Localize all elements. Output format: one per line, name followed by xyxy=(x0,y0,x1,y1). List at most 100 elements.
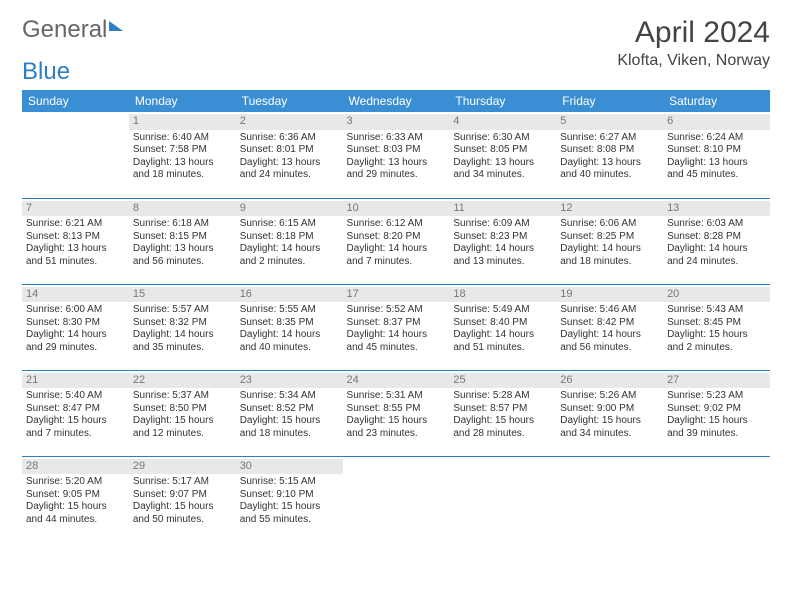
sunset-text: Sunset: 9:07 PM xyxy=(133,489,232,502)
sunrise-text: Sunrise: 6:15 AM xyxy=(240,218,339,231)
day-number: 19 xyxy=(556,287,663,303)
day-number: 23 xyxy=(236,373,343,389)
sunrise-text: Sunrise: 6:03 AM xyxy=(667,218,766,231)
daylight-text: Daylight: 13 hours and 45 minutes. xyxy=(667,157,766,182)
day-number: 17 xyxy=(343,287,450,303)
calendar-day-cell: 27Sunrise: 5:23 AMSunset: 9:02 PMDayligh… xyxy=(663,370,770,456)
sunset-text: Sunset: 8:23 PM xyxy=(453,231,552,244)
sunset-text: Sunset: 8:40 PM xyxy=(453,317,552,330)
sunrise-text: Sunrise: 6:09 AM xyxy=(453,218,552,231)
sunrise-text: Sunrise: 5:37 AM xyxy=(133,390,232,403)
calendar-day-cell xyxy=(22,112,129,198)
calendar-day-cell: 28Sunrise: 5:20 AMSunset: 9:05 PMDayligh… xyxy=(22,456,129,534)
day-number: 6 xyxy=(663,114,770,130)
sunset-text: Sunset: 8:13 PM xyxy=(26,231,125,244)
page-title: April 2024 xyxy=(617,16,770,50)
daylight-text: Daylight: 14 hours and 2 minutes. xyxy=(240,243,339,268)
sunrise-text: Sunrise: 5:40 AM xyxy=(26,390,125,403)
sunset-text: Sunset: 8:10 PM xyxy=(667,144,766,157)
logo-text-blue: Blue xyxy=(22,58,770,86)
sunset-text: Sunset: 8:52 PM xyxy=(240,403,339,416)
daylight-text: Daylight: 14 hours and 45 minutes. xyxy=(347,329,446,354)
calendar-day-cell: 22Sunrise: 5:37 AMSunset: 8:50 PMDayligh… xyxy=(129,370,236,456)
sunset-text: Sunset: 8:47 PM xyxy=(26,403,125,416)
calendar-page: General April 2024 Klofta, Viken, Norway… xyxy=(0,0,792,550)
day-number: 3 xyxy=(343,114,450,130)
weekday-header: Saturday xyxy=(663,90,770,112)
weekday-header: Tuesday xyxy=(236,90,343,112)
calendar-day-cell xyxy=(449,456,556,534)
sunset-text: Sunset: 8:30 PM xyxy=(26,317,125,330)
sunset-text: Sunset: 8:18 PM xyxy=(240,231,339,244)
calendar-week-row: 1Sunrise: 6:40 AMSunset: 7:58 PMDaylight… xyxy=(22,112,770,198)
sunrise-text: Sunrise: 6:30 AM xyxy=(453,132,552,145)
calendar-day-cell: 29Sunrise: 5:17 AMSunset: 9:07 PMDayligh… xyxy=(129,456,236,534)
sunrise-text: Sunrise: 6:00 AM xyxy=(26,304,125,317)
sunset-text: Sunset: 9:05 PM xyxy=(26,489,125,502)
daylight-text: Daylight: 15 hours and 12 minutes. xyxy=(133,415,232,440)
calendar-week-row: 14Sunrise: 6:00 AMSunset: 8:30 PM Dayligh… xyxy=(22,284,770,370)
weekday-header-row: Sunday Monday Tuesday Wednesday Thursday… xyxy=(22,90,770,112)
sunrise-text: Sunrise: 6:24 AM xyxy=(667,132,766,145)
daylight-text: Daylight: 13 hours and 34 minutes. xyxy=(453,157,552,182)
sunrise-text: Sunrise: 5:55 AM xyxy=(240,304,339,317)
day-number: 24 xyxy=(343,373,450,389)
sunset-text: Sunset: 8:37 PM xyxy=(347,317,446,330)
calendar-week-row: 7Sunrise: 6:21 AMSunset: 8:13 PMDaylight… xyxy=(22,198,770,284)
day-number: 22 xyxy=(129,373,236,389)
calendar-day-cell: 10Sunrise: 6:12 AMSunset: 8:20 PMDayligh… xyxy=(343,198,450,284)
day-number: 1 xyxy=(129,114,236,130)
sunrise-text: Sunrise: 6:36 AM xyxy=(240,132,339,145)
calendar-day-cell: 21Sunrise: 5:40 AMSunset: 8:47 PMDayligh… xyxy=(22,370,129,456)
sunrise-text: Sunrise: 5:34 AM xyxy=(240,390,339,403)
daylight-text: Daylight: 15 hours and 44 minutes. xyxy=(26,501,125,526)
sunset-text: Sunset: 8:45 PM xyxy=(667,317,766,330)
day-number: 7 xyxy=(22,201,129,217)
sunrise-text: Sunrise: 6:06 AM xyxy=(560,218,659,231)
day-number: 10 xyxy=(343,201,450,217)
sunset-text: Sunset: 9:10 PM xyxy=(240,489,339,502)
daylight-text: Daylight: 14 hours and 18 minutes. xyxy=(560,243,659,268)
day-number: 28 xyxy=(22,459,129,475)
calendar-day-cell: 24Sunrise: 5:31 AMSunset: 8:55 PMDayligh… xyxy=(343,370,450,456)
sunrise-text: Sunrise: 5:15 AM xyxy=(240,476,339,489)
daylight-text: Daylight: 14 hours and 56 minutes. xyxy=(560,329,659,354)
sunset-text: Sunset: 8:20 PM xyxy=(347,231,446,244)
weekday-header: Monday xyxy=(129,90,236,112)
sunset-text: Sunset: 8:28 PM xyxy=(667,231,766,244)
daylight-text: Daylight: 15 hours and 39 minutes. xyxy=(667,415,766,440)
sunrise-text: Sunrise: 5:17 AM xyxy=(133,476,232,489)
sunrise-text: Sunrise: 6:33 AM xyxy=(347,132,446,145)
sunset-text: Sunset: 8:15 PM xyxy=(133,231,232,244)
daylight-text: Daylight: 13 hours and 40 minutes. xyxy=(560,157,659,182)
weekday-header: Thursday xyxy=(449,90,556,112)
daylight-text: Daylight: 13 hours and 56 minutes. xyxy=(133,243,232,268)
day-number: 30 xyxy=(236,459,343,475)
day-number: 14 xyxy=(22,287,129,303)
sunset-text: Sunset: 8:01 PM xyxy=(240,144,339,157)
daylight-text: Daylight: 14 hours and 24 minutes. xyxy=(667,243,766,268)
sunrise-text: Sunrise: 5:57 AM xyxy=(133,304,232,317)
daylight-text: Daylight: 13 hours and 24 minutes. xyxy=(240,157,339,182)
sunrise-text: Sunrise: 5:49 AM xyxy=(453,304,552,317)
calendar-day-cell: 11Sunrise: 6:09 AMSunset: 8:23 PMDayligh… xyxy=(449,198,556,284)
calendar-day-cell: 25Sunrise: 5:28 AMSunset: 8:57 PMDayligh… xyxy=(449,370,556,456)
day-number: 25 xyxy=(449,373,556,389)
calendar-day-cell: 15Sunrise: 5:57 AMSunset: 8:32 PMDayligh… xyxy=(129,284,236,370)
day-number: 15 xyxy=(129,287,236,303)
sunset-text: Sunset: 8:25 PM xyxy=(560,231,659,244)
calendar-day-cell: 13Sunrise: 6:03 AMSunset: 8:28 PMDayligh… xyxy=(663,198,770,284)
logo-triangle-icon xyxy=(109,21,123,31)
day-number: 18 xyxy=(449,287,556,303)
calendar-week-row: 21Sunrise: 5:40 AMSunset: 8:47 PMDayligh… xyxy=(22,370,770,456)
daylight-text: Daylight: 15 hours and 50 minutes. xyxy=(133,501,232,526)
calendar-day-cell: 1Sunrise: 6:40 AMSunset: 7:58 PMDaylight… xyxy=(129,112,236,198)
daylight-text: Daylight: 15 hours and 18 minutes. xyxy=(240,415,339,440)
daylight-text: Daylight: 15 hours and 23 minutes. xyxy=(347,415,446,440)
logo-text-general: General xyxy=(22,16,107,44)
calendar-day-cell: 7Sunrise: 6:21 AMSunset: 8:13 PMDaylight… xyxy=(22,198,129,284)
sunset-text: Sunset: 8:32 PM xyxy=(133,317,232,330)
sunset-text: Sunset: 8:57 PM xyxy=(453,403,552,416)
calendar-day-cell: 5Sunrise: 6:27 AMSunset: 8:08 PMDaylight… xyxy=(556,112,663,198)
logo: General xyxy=(22,16,123,44)
